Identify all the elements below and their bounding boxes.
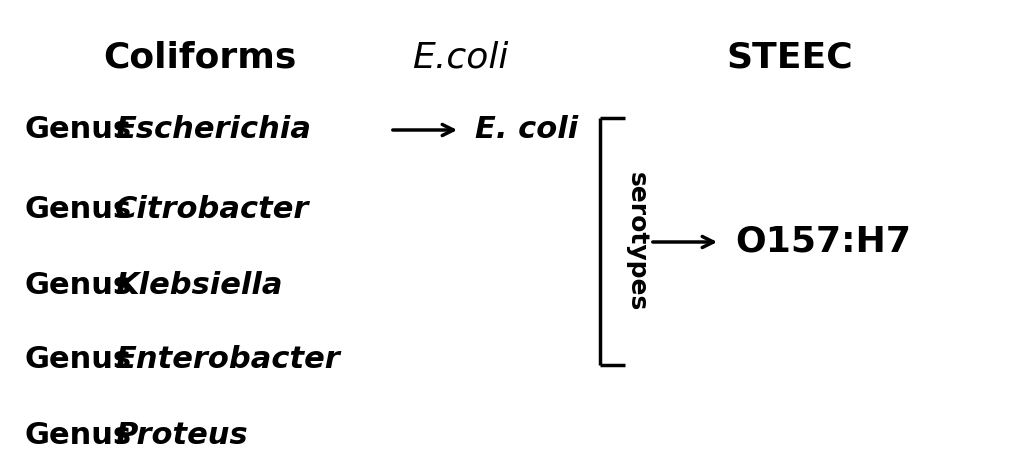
Text: Citrobacter: Citrobacter [115, 196, 309, 225]
Text: Escherichia: Escherichia [115, 116, 311, 145]
Text: Genus: Genus [25, 196, 132, 225]
Text: STEEC: STEEC [727, 40, 853, 74]
Text: Enterobacter: Enterobacter [115, 346, 340, 375]
Text: Genus: Genus [25, 346, 132, 375]
Text: Genus: Genus [25, 420, 132, 449]
Text: Proteus: Proteus [115, 420, 248, 449]
Text: Genus: Genus [25, 270, 132, 299]
Text: Coliforms: Coliforms [103, 40, 297, 74]
Text: Genus: Genus [25, 116, 132, 145]
Text: E. coli: E. coli [475, 116, 579, 145]
Text: O157:H7: O157:H7 [735, 225, 911, 259]
Text: serotypes: serotypes [625, 172, 649, 312]
Text: E.coli: E.coli [412, 40, 508, 74]
Text: Klebsiella: Klebsiella [115, 270, 283, 299]
